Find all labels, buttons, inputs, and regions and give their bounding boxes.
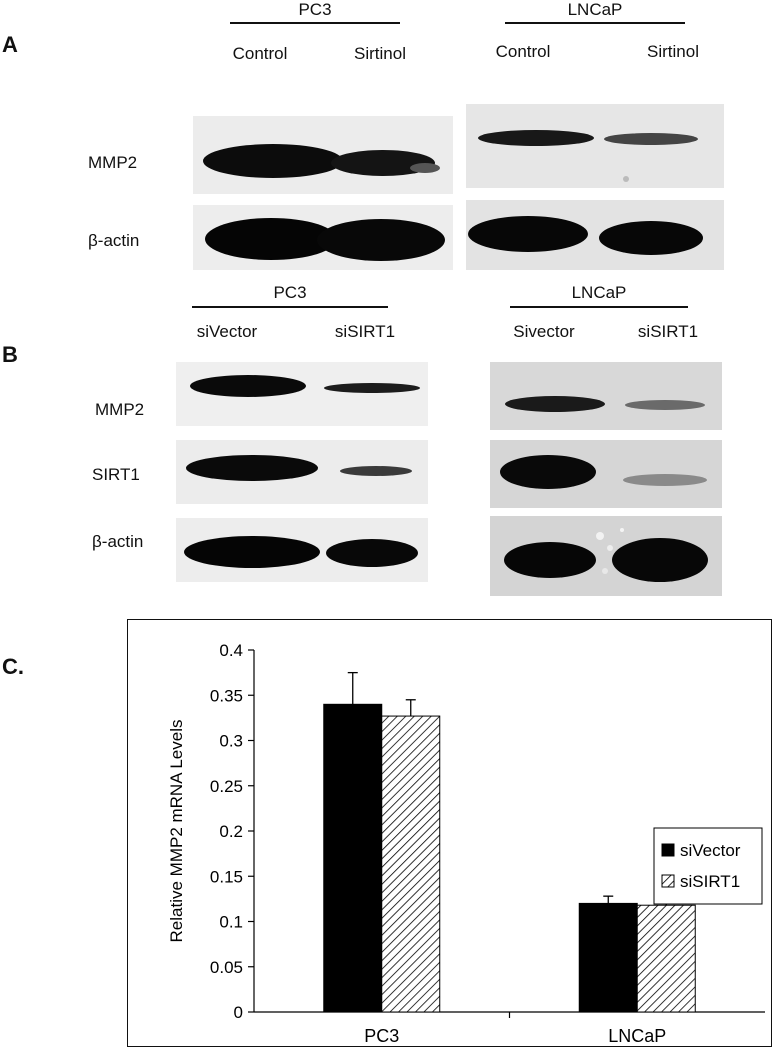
panel-b-lane-sivector-pc3: siVector <box>196 322 258 341</box>
panel-a-lncap-header: LNCaP <box>567 0 623 19</box>
y-axis-label: Relative MMP2 mRNA Levels <box>167 720 186 943</box>
blot-b-lncap-mmp2 <box>490 362 722 430</box>
bar-chart: 0 0.05 0.1 0.15 0.2 0.25 0.3 0.35 0.4 Relative MM… <box>167 641 765 1046</box>
y-tick-label: 0.15 <box>210 867 243 886</box>
blot-a-pc3-mmp2 <box>193 116 453 194</box>
panel-a-lane-sirtinol-pc3: Sirtinol <box>354 44 406 63</box>
panel-a-pc3-rule <box>230 22 400 24</box>
legend-swatch-sisirt1 <box>661 874 675 888</box>
panel-b-lane-sivector-lncap: Sivector <box>513 322 575 341</box>
panel-a-row-mmp2: MMP2 <box>88 153 138 172</box>
panel-a-row-bactin: β-actin <box>88 231 140 250</box>
panel-a-letter: A <box>2 32 18 57</box>
panel-b-row-mmp2: MMP2 <box>95 400 145 419</box>
panel-b-pc3-header: PC3 <box>273 283 307 302</box>
legend-swatch-sivector <box>661 843 675 857</box>
y-tick-label: 0.4 <box>219 641 243 660</box>
y-tick-label: 0.35 <box>210 686 243 705</box>
panel-b-row-bactin: β-actin <box>92 532 144 551</box>
blot-b-pc3-sirt1 <box>176 440 428 504</box>
blot-a-pc3-bactin <box>193 205 453 270</box>
blot-b-pc3-mmp2 <box>176 362 428 426</box>
panel-b-lncap-header: LNCaP <box>571 283 627 302</box>
bar-sivector <box>323 703 383 1013</box>
y-tick-label: 0.3 <box>219 732 243 751</box>
panel-b-row-sirt1: SIRT1 <box>92 465 140 484</box>
panel-b-letter: B <box>2 342 18 367</box>
panel-b-lane-sisirt1-lncap: siSIRT1 <box>637 322 699 341</box>
chart-frame: 0 0.05 0.1 0.15 0.2 0.25 0.3 0.35 0.4 Relative MM… <box>127 619 772 1047</box>
y-tick-label: 0 <box>234 1003 243 1022</box>
legend-box <box>653 827 763 905</box>
panel-b-pc3-rule <box>192 306 388 308</box>
blot-a-lncap-mmp2 <box>466 104 724 188</box>
bar-sisirt1 <box>636 904 696 1013</box>
x-tick-label: PC3 <box>364 1026 399 1046</box>
blot-b-lncap-bactin <box>490 516 722 596</box>
y-tick-label: 0.25 <box>210 777 243 796</box>
y-tick-label: 0.2 <box>219 822 243 841</box>
panel-a-pc3-header: PC3 <box>298 0 332 19</box>
bar-sisirt1 <box>381 715 441 1013</box>
panel-b-lncap-rule <box>510 306 688 308</box>
panel-c-letter: C. <box>2 654 24 679</box>
y-tick-label: 0.05 <box>210 958 243 977</box>
panel-b-lane-sisirt1-pc3: siSIRT1 <box>334 322 396 341</box>
x-tick-label: LNCaP <box>608 1026 666 1046</box>
panel-a-lncap-rule <box>505 22 685 24</box>
panel-a-lane-control-lncap: Control <box>495 42 551 61</box>
blot-a-lncap-bactin <box>466 200 724 270</box>
legend-label-sivector: siVector <box>680 841 741 860</box>
y-tick-label: 0.1 <box>219 913 243 932</box>
bar-sivector <box>578 902 638 1013</box>
panel-a-lane-control-pc3: Control <box>232 44 288 63</box>
panel-a-lane-sirtinol-lncap: Sirtinol <box>647 42 699 61</box>
legend-label-sisirt1: siSIRT1 <box>680 872 740 891</box>
blot-b-lncap-sirt1 <box>490 440 722 508</box>
blot-b-pc3-bactin <box>176 518 428 582</box>
